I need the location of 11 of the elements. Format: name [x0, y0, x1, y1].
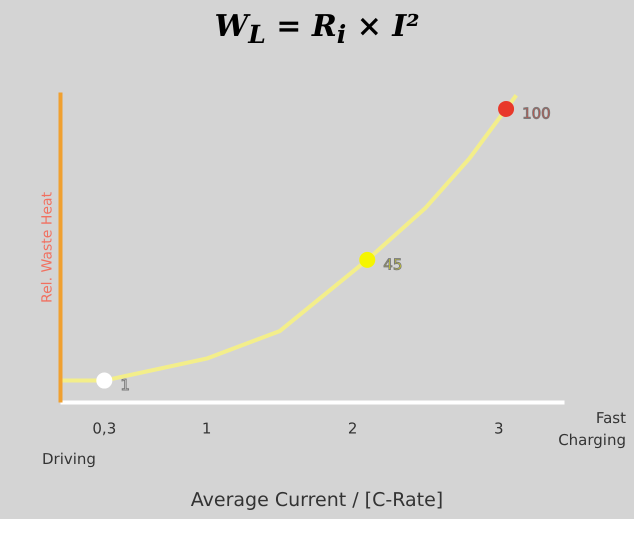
data-label: 100 — [522, 104, 551, 122]
data-label: 45 — [383, 255, 402, 274]
chart-title: W$_{L}$ = R$_{i}$ × I² — [214, 8, 420, 51]
x-tick-label: 1 — [202, 420, 212, 438]
x-axis-title: Average Current / [C-Rate] — [190, 488, 444, 513]
x-tick-label: 0,3 — [92, 420, 116, 438]
x-tick-label: 3 — [494, 420, 504, 438]
text: Fast Charging — [557, 408, 626, 451]
x-tick-label: 2 — [348, 420, 358, 438]
y-axis-title: Rel. Waste Heat — [40, 191, 56, 304]
text: Driving — [42, 449, 96, 470]
